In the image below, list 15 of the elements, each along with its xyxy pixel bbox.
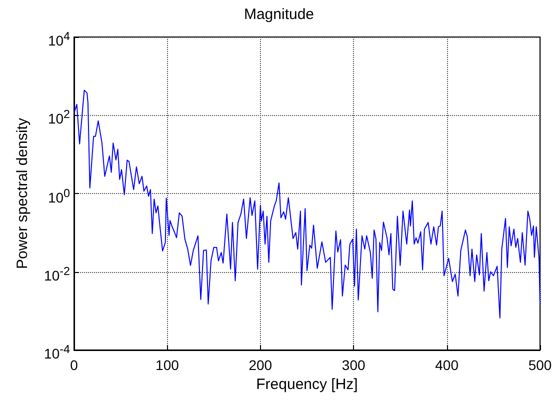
x-tick-label: 0 — [70, 357, 78, 373]
x-tick-label: 400 — [435, 357, 459, 373]
x-tick-label: 200 — [248, 357, 272, 373]
y-tick-label: 10$^{-4}$ — [44, 342, 70, 362]
y-axis-title: Power spectral density — [14, 118, 31, 269]
y-tick-label: 10$^{2}$ — [48, 107, 70, 127]
chart-title: Magnitude — [244, 6, 314, 23]
line-series — [74, 90, 540, 318]
y-tick-label: 10$^{-2}$ — [44, 264, 70, 284]
x-axis-title: Frequency [Hz] — [256, 376, 358, 393]
y-tick-label: 10$^{0}$ — [48, 186, 70, 206]
x-tick-label: 100 — [156, 357, 180, 373]
x-tick-label: 300 — [342, 357, 366, 373]
x-tick-label: 500 — [528, 357, 552, 373]
y-tick-label: 10$^{4}$ — [48, 29, 70, 49]
